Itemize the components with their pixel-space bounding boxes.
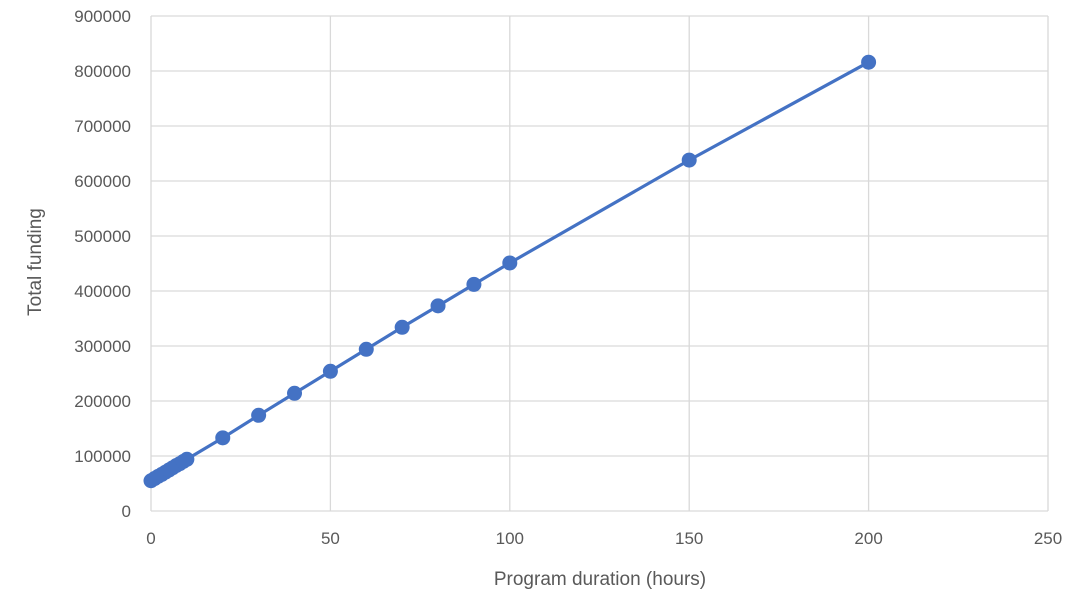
data-point	[502, 255, 518, 271]
data-point	[322, 363, 338, 379]
y-tick-label: 800000	[74, 62, 131, 81]
data-point	[466, 276, 482, 292]
data-point	[861, 54, 877, 70]
y-tick-label: 400000	[74, 282, 131, 301]
x-tick-label: 100	[496, 529, 524, 548]
y-tick-label: 0	[122, 502, 131, 521]
y-tick-label: 100000	[74, 447, 131, 466]
data-point	[430, 298, 446, 314]
y-tick-label: 600000	[74, 172, 131, 191]
x-tick-label: 250	[1034, 529, 1062, 548]
data-point	[179, 451, 195, 467]
x-tick-labels: 0 50 100 150 200 250	[146, 529, 1062, 548]
y-axis-title: Total funding	[25, 208, 46, 316]
data-point	[251, 407, 267, 423]
y-tick-label: 900000	[74, 7, 131, 26]
x-tick-label: 50	[321, 529, 340, 548]
series	[143, 54, 877, 489]
x-tick-label: 150	[675, 529, 703, 548]
y-tick-labels: 0 100000 200000 300000 400000 500000 600000 700…	[74, 7, 131, 521]
data-point	[681, 152, 697, 168]
data-point	[215, 430, 231, 446]
y-tick-label: 300000	[74, 337, 131, 356]
x-tick-label: 200	[854, 529, 882, 548]
y-tick-label: 500000	[74, 227, 131, 246]
y-tick-label: 700000	[74, 117, 131, 136]
data-point	[358, 341, 374, 357]
y-tick-label: 200000	[74, 392, 131, 411]
grid-lines	[150, 15, 1049, 512]
x-axis-title: Program duration (hours)	[494, 569, 706, 590]
data-point	[394, 319, 410, 335]
x-tick-label: 0	[146, 529, 155, 548]
data-point	[287, 385, 303, 401]
